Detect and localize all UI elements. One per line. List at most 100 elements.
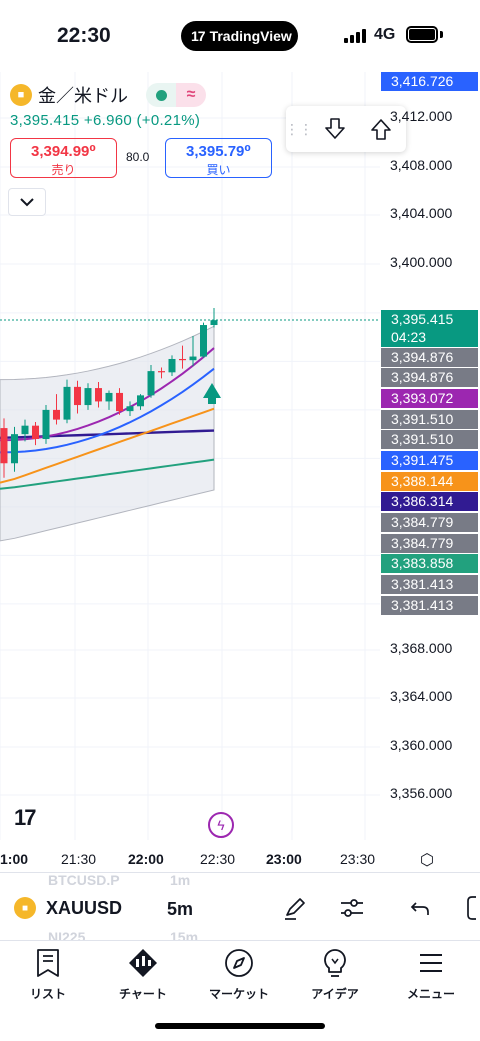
drag-handle-icon[interactable]: ⋮⋮ (285, 120, 313, 137)
candle-body (63, 386, 71, 420)
ghost-symbol: BTCUSD.P (48, 872, 120, 888)
candle-body (189, 356, 197, 361)
time-axis-tick: 22:30 (200, 851, 236, 867)
drawing-tool-button[interactable] (280, 893, 310, 923)
gold-icon: ■ (14, 897, 36, 919)
undo-button[interactable] (405, 893, 435, 923)
nav-market[interactable]: マーケット (199, 947, 279, 1002)
candle-body (0, 428, 8, 464)
network-label: 4G (374, 26, 396, 43)
price-chart[interactable] (0, 0, 480, 842)
price-axis-tick: 3,400.000 (390, 254, 453, 270)
price-axis-label: 3,381.413 (381, 575, 478, 594)
app-pill-label: TradingView (209, 28, 292, 44)
buy-label: 買い (206, 163, 231, 177)
sell-price: 3,394.99⁰ (31, 143, 96, 160)
symbol-name: 金／米ドル (38, 86, 128, 106)
sell-label: 売り (51, 163, 76, 177)
time-axis-tick: 1:00 (0, 851, 29, 867)
spread-value: 80.0 (126, 150, 150, 164)
indicators-button[interactable] (337, 893, 367, 923)
moving-average-line (0, 407, 215, 484)
symbol-selector[interactable]: ■ XAUUSD (14, 897, 122, 919)
price-axis-label: 3,384.779 (381, 513, 478, 532)
price-axis-label: 3,384.779 (381, 534, 478, 553)
nav-label: マーケット (208, 987, 269, 1001)
bulb-icon (324, 949, 346, 977)
moving-average-line (0, 367, 215, 454)
candle-body (11, 434, 18, 464)
tradingview-watermark-icon: 17 (14, 805, 37, 830)
candle-body (21, 425, 29, 435)
candle-body (105, 392, 113, 402)
market-status-toggle[interactable]: ≈ (146, 83, 206, 107)
candle-body (116, 392, 123, 412)
list-icon (37, 949, 59, 977)
price-axis-label: 3,381.413 (381, 596, 478, 615)
nav-menu[interactable]: メニュー (391, 947, 471, 1002)
compass-icon (225, 949, 253, 977)
time-axis-tick: 21:30 (61, 851, 97, 867)
settings-hex-icon[interactable]: ⬡ (420, 852, 434, 869)
nav-list[interactable]: リスト (8, 947, 88, 1002)
wave-icon: ≈ (176, 83, 206, 107)
ghost-interval: 1m (170, 872, 191, 888)
chevron-down-icon (20, 197, 34, 206)
last-price-change: 3,395.415 +6.960 (+0.21%) (10, 112, 201, 129)
price-axis-label: 04:23 (381, 328, 478, 347)
price-axis-label: 3,391.510 (381, 410, 478, 429)
price-axis-label: 3,391.475 (381, 451, 478, 470)
symbol-toolbar: BTCUSD.P 1m NI225 15m ■ XAUUSD 5m (0, 872, 480, 945)
buy-signal-arrow (203, 383, 221, 404)
interval-selector[interactable]: 5m (167, 899, 194, 919)
market-open-dot-icon (146, 83, 176, 107)
lightning-icon[interactable]: ϟ (208, 812, 234, 838)
time-axis-tick: 22:00 (128, 851, 164, 867)
moving-average-line (0, 458, 215, 490)
price-axis-label: 3,383.858 (381, 554, 478, 573)
arrow-down-icon (325, 118, 345, 139)
nav-ideas[interactable]: アイデア (295, 947, 375, 1002)
price-axis-tick: 3,412.000 (390, 108, 453, 124)
price-axis-tick: 3,356.000 (390, 785, 453, 801)
price-axis-tick: 3,408.000 (390, 157, 453, 173)
arrow-up-tool[interactable] (358, 106, 404, 152)
chart-icon (129, 949, 157, 977)
symbol-header[interactable]: ■ 金／米ドル ≈ (10, 82, 206, 108)
price-axis-label: 3,394.876 (381, 348, 478, 367)
fullscreen-button[interactable] (458, 893, 480, 923)
arrow-down-tool[interactable] (312, 106, 358, 152)
pen-icon (285, 898, 305, 920)
gold-icon: ■ (10, 84, 32, 106)
price-axis-label: 3,393.072 (381, 389, 478, 408)
candle-body (53, 409, 60, 420)
buy-button[interactable]: 3,395.79⁰ 買い (165, 138, 272, 178)
candle-body (179, 358, 186, 361)
arrow-tool-popup: ⋮⋮ (285, 106, 406, 152)
time-axis-tick: 23:30 (340, 851, 376, 867)
tradingview-pill: 17 TradingView (181, 21, 298, 51)
candle-body (126, 406, 134, 412)
sell-button[interactable]: 3,394.99⁰ 売り (10, 138, 117, 178)
nav-label: メニュー (406, 987, 455, 1001)
price-axis-label: 3,416.726 (381, 72, 478, 91)
candle-body (210, 320, 218, 326)
status-bar: 22:30 17 TradingView 4G (0, 0, 480, 72)
collapse-button[interactable] (8, 188, 46, 216)
candle-body (158, 371, 165, 373)
time-axis-tick: 23:00 (266, 851, 302, 867)
signal-icon (344, 28, 366, 43)
nav-chart[interactable]: チャート (103, 947, 183, 1002)
sliders-icon (341, 899, 363, 917)
nav-label: アイデア (311, 987, 359, 1001)
candle-body (200, 325, 207, 357)
nav-label: リスト (29, 987, 66, 1001)
candle-body (74, 386, 81, 406)
status-time: 22:30 (57, 24, 111, 47)
candle-body (32, 425, 39, 440)
home-indicator (155, 1023, 325, 1029)
candle-body (84, 388, 92, 406)
menu-icon (420, 954, 442, 972)
battery-icon (406, 26, 438, 43)
fullscreen-icon (467, 896, 476, 920)
